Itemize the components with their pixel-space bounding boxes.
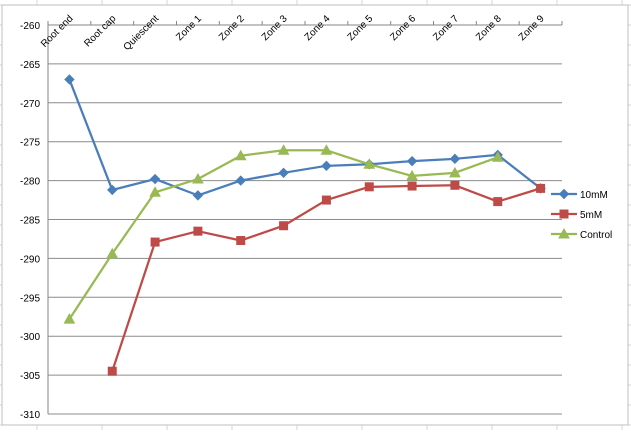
y-tick-label: -295 <box>20 293 40 304</box>
x-tick-label: Zone 2 <box>217 13 247 43</box>
data-point-5mm[interactable] <box>279 221 289 231</box>
data-point-10mm[interactable] <box>149 173 161 185</box>
data-point-10mm[interactable] <box>107 184 118 196</box>
data-point-10mm[interactable] <box>278 167 289 179</box>
data-point-5mm[interactable] <box>450 180 460 190</box>
data-point-5mm[interactable] <box>193 226 203 236</box>
series-10mm <box>64 74 546 201</box>
data-point-10mm[interactable] <box>321 160 332 172</box>
data-point-control[interactable] <box>449 166 461 178</box>
legend-label: 5mM <box>580 210 602 221</box>
data-point-control[interactable] <box>149 186 161 197</box>
y-tick-label: -265 <box>20 60 40 71</box>
data-point-5mm[interactable] <box>536 183 546 193</box>
y-tick-label: -300 <box>20 332 40 343</box>
x-tick-label: Zone 4 <box>303 13 333 43</box>
y-tick-label: -270 <box>20 99 40 110</box>
legend-label: 10mM <box>580 190 608 201</box>
series-control <box>63 144 504 324</box>
y-tick-label: -310 <box>20 410 40 421</box>
data-point-5mm[interactable] <box>107 366 117 376</box>
data-point-control[interactable] <box>406 169 418 181</box>
data-point-control[interactable] <box>63 313 76 324</box>
data-point-control[interactable] <box>320 144 333 155</box>
chart-frame <box>1 4 629 426</box>
data-point-control[interactable] <box>363 158 376 169</box>
series-layer <box>63 74 546 376</box>
x-tick-label: Zone 9 <box>517 13 547 43</box>
x-tick-label: Quiescent <box>122 13 162 53</box>
y-tick-label: -285 <box>20 216 40 227</box>
x-tick-label: Zone 6 <box>388 13 418 43</box>
gridlines <box>48 24 562 415</box>
legend-label: Control <box>580 230 612 241</box>
legend-swatch-marker[interactable] <box>558 227 570 239</box>
series-5mm <box>107 180 546 376</box>
x-tick-label: Zone 1 <box>174 13 204 43</box>
legend-item-control[interactable]: Control <box>551 227 612 241</box>
data-point-5mm[interactable] <box>321 195 331 205</box>
x-axis: Root end Root cap Quiescent Zone 1 Zone 2 Zon… <box>39 13 563 53</box>
legend-swatch-marker[interactable] <box>559 209 569 219</box>
y-tick-label: -275 <box>20 138 40 149</box>
data-point-10mm[interactable] <box>192 190 204 201</box>
series-line-10mm[interactable] <box>68 79 542 197</box>
data-point-10mm[interactable] <box>449 153 461 165</box>
x-tick-label: Zone 3 <box>260 13 290 43</box>
y-axis: -260 -265 -270 -275 -280 -285 -290 -295 -300 -305… <box>20 21 49 421</box>
data-point-10mm[interactable] <box>235 175 246 186</box>
data-point-control[interactable] <box>106 247 119 259</box>
data-point-5mm[interactable] <box>407 181 417 191</box>
legend[interactable]: 10mM 5mM Control <box>551 188 612 242</box>
legend-item-5mm[interactable]: 5mM <box>551 209 602 221</box>
data-point-control[interactable] <box>192 173 204 184</box>
data-point-10mm[interactable] <box>64 74 75 85</box>
data-point-control[interactable] <box>491 151 504 162</box>
x-tick-label: Zone 5 <box>346 13 376 43</box>
x-tick-label: Zone 8 <box>474 13 504 43</box>
data-point-5mm[interactable] <box>364 182 374 192</box>
data-point-control[interactable] <box>234 149 247 161</box>
y-tick-label: -290 <box>20 254 40 265</box>
x-tick-label: Root cap <box>82 13 118 49</box>
y-tick-label: -305 <box>20 371 40 382</box>
data-point-5mm[interactable] <box>493 197 503 207</box>
data-point-5mm[interactable] <box>236 236 246 246</box>
x-tick-label: Zone 7 <box>431 13 461 43</box>
y-tick-label: -280 <box>20 177 40 188</box>
data-point-10mm[interactable] <box>406 155 418 167</box>
legend-swatch-marker[interactable] <box>558 188 570 200</box>
x-tick-label: Root end <box>39 13 75 49</box>
data-point-control[interactable] <box>277 144 290 155</box>
series-line-5mm[interactable] <box>111 184 541 372</box>
legend-item-10mm[interactable]: 10mM <box>551 188 608 202</box>
y-tick-label: -260 <box>20 21 40 32</box>
data-point-5mm[interactable] <box>150 237 160 247</box>
